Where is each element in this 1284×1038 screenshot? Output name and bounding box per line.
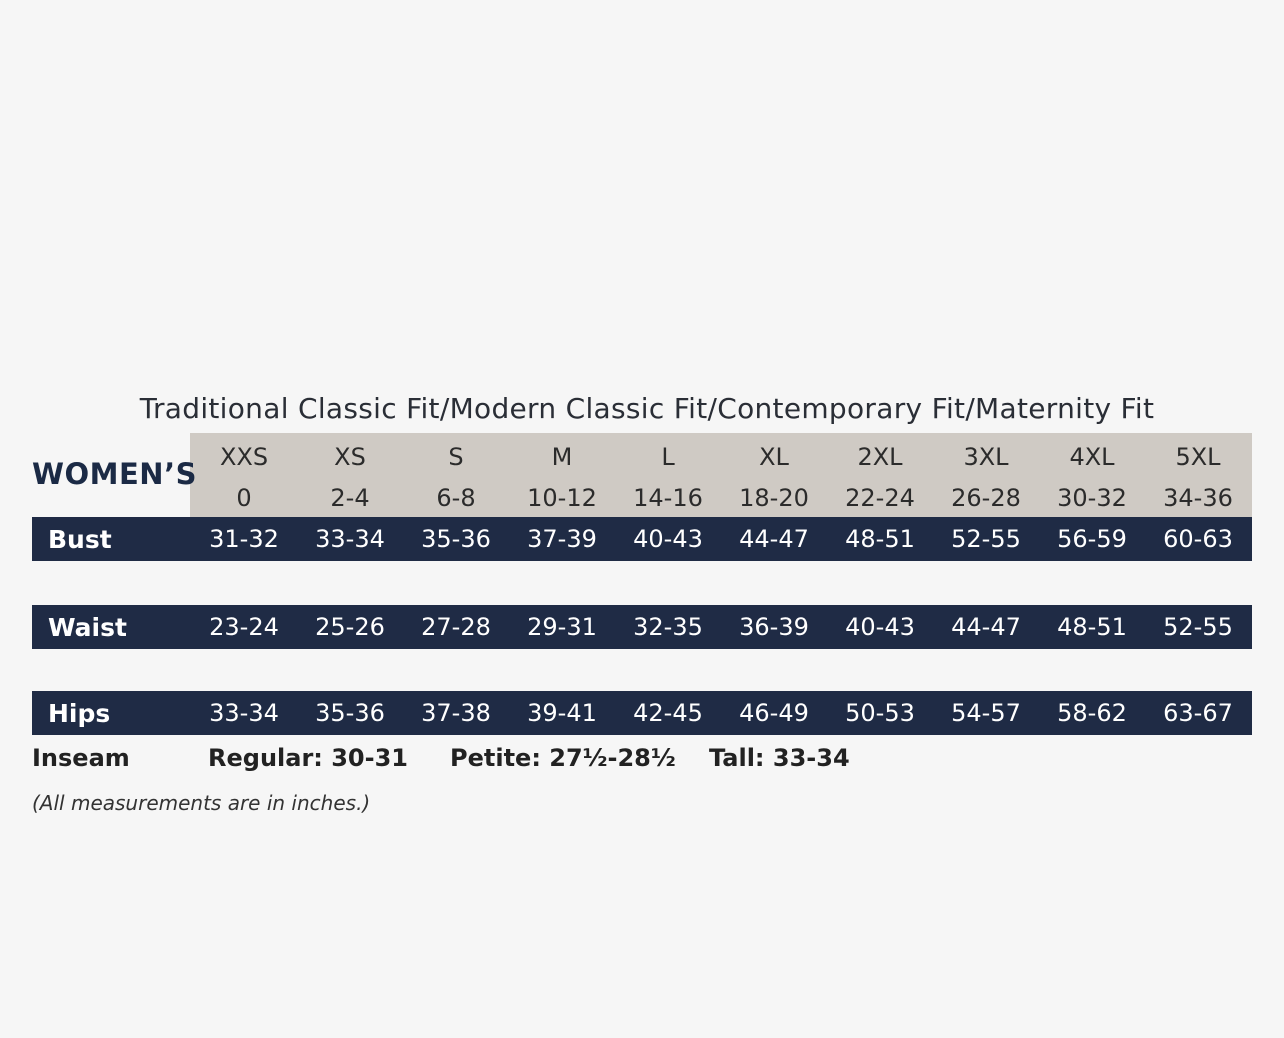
measurement-value: 46-49: [739, 699, 809, 727]
measurement-value: 35-36: [315, 699, 385, 727]
measurement-value: 27-28: [421, 613, 491, 641]
size-label: XL: [759, 443, 789, 471]
size-label: 3XL: [963, 443, 1009, 471]
size-label: S: [448, 443, 464, 471]
row-label-waist: Waist: [48, 613, 127, 642]
inseam-petite: Petite: 27½-28½: [450, 744, 676, 772]
measurement-value: 40-43: [845, 613, 915, 641]
table-label: WOMEN’S: [32, 457, 197, 491]
measurement-value: 44-47: [739, 525, 809, 553]
measurement-band-waist: Waist 23-24 25-26 27-28 29-31 32-35 36-39 40-4…: [32, 605, 1252, 649]
size-label: XS: [334, 443, 366, 471]
measurement-value: 32-35: [633, 613, 703, 641]
measurement-value: 48-51: [845, 525, 915, 553]
inseam-row: Inseam Regular: 30-31 Petite: 27½-28½ Ta…: [32, 744, 1252, 776]
numeric-size-label: 30-32: [1057, 484, 1127, 512]
measurement-value: 33-34: [209, 699, 279, 727]
measurement-value: 56-59: [1057, 525, 1127, 553]
measurement-value: 63-67: [1163, 699, 1233, 727]
measurement-value: 37-39: [527, 525, 597, 553]
row-label-bust: Bust: [48, 525, 112, 554]
measurement-value: 33-34: [315, 525, 385, 553]
measurement-value: 54-57: [951, 699, 1021, 727]
measurement-band-hips: Hips 33-34 35-36 37-38 39-41 42-45 46-49 50-53…: [32, 691, 1252, 735]
measurement-value: 60-63: [1163, 525, 1233, 553]
size-label: L: [661, 443, 675, 471]
fit-subtitle: Traditional Classic Fit/Modern Classic F…: [139, 392, 1155, 425]
numeric-size-label: 26-28: [951, 484, 1021, 512]
size-label: XXS: [219, 443, 269, 471]
measurement-value: 31-32: [209, 525, 279, 553]
measurement-value: 50-53: [845, 699, 915, 727]
measurement-value: 40-43: [633, 525, 703, 553]
size-label: 2XL: [857, 443, 903, 471]
inseam-label: Inseam: [32, 744, 130, 772]
measurement-value: 42-45: [633, 699, 703, 727]
size-label: 4XL: [1069, 443, 1115, 471]
numeric-size-label: 2-4: [330, 484, 370, 512]
measurement-value: 52-55: [1163, 613, 1233, 641]
measurement-value: 52-55: [951, 525, 1021, 553]
measurement-band-bust: Bust 31-32 33-34 35-36 37-39 40-43 44-47 48-51…: [32, 517, 1252, 561]
measurement-value: 25-26: [315, 613, 385, 641]
measurement-value: 39-41: [527, 699, 597, 727]
measurement-value: 48-51: [1057, 613, 1127, 641]
measurement-note: (All measurements are in inches.): [32, 791, 371, 815]
measurement-value: 44-47: [951, 613, 1021, 641]
row-label-hips: Hips: [48, 699, 111, 728]
numeric-size-label: 14-16: [633, 484, 703, 512]
measurement-value: 35-36: [421, 525, 491, 553]
measurement-value: 58-62: [1057, 699, 1127, 727]
numeric-size-label: 10-12: [527, 484, 597, 512]
measurement-value: 23-24: [209, 613, 279, 641]
numeric-size-label: 0: [236, 484, 252, 512]
inseam-regular: Regular: 30-31: [208, 744, 408, 772]
numeric-size-label: 18-20: [739, 484, 809, 512]
numeric-size-label: 22-24: [845, 484, 915, 512]
size-label: M: [551, 443, 573, 471]
numeric-size-label: 6-8: [436, 484, 476, 512]
size-label: 5XL: [1175, 443, 1221, 471]
size-header-block: [190, 433, 1252, 517]
measurement-value: 37-38: [421, 699, 491, 727]
measurement-value: 36-39: [739, 613, 809, 641]
inseam-tall: Tall: 33-34: [709, 744, 850, 772]
measurement-value: 29-31: [527, 613, 597, 641]
numeric-size-label: 34-36: [1163, 484, 1233, 512]
